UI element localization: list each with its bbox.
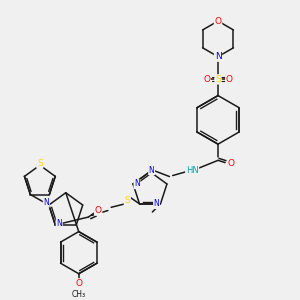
Text: S: S <box>215 75 221 84</box>
Text: N: N <box>134 179 140 188</box>
Text: S: S <box>124 196 130 205</box>
Text: HN: HN <box>186 166 199 175</box>
Text: N: N <box>44 198 49 207</box>
Text: N: N <box>149 166 155 175</box>
Text: O: O <box>203 75 210 84</box>
Text: O: O <box>227 159 235 168</box>
Text: CH₃: CH₃ <box>72 290 86 299</box>
Text: N: N <box>154 200 160 208</box>
Text: O: O <box>75 279 82 288</box>
Text: N: N <box>214 52 221 61</box>
Text: N: N <box>56 219 62 228</box>
Text: O: O <box>226 75 233 84</box>
Text: S: S <box>37 159 43 168</box>
Text: O: O <box>214 16 221 26</box>
Text: O: O <box>95 206 102 215</box>
